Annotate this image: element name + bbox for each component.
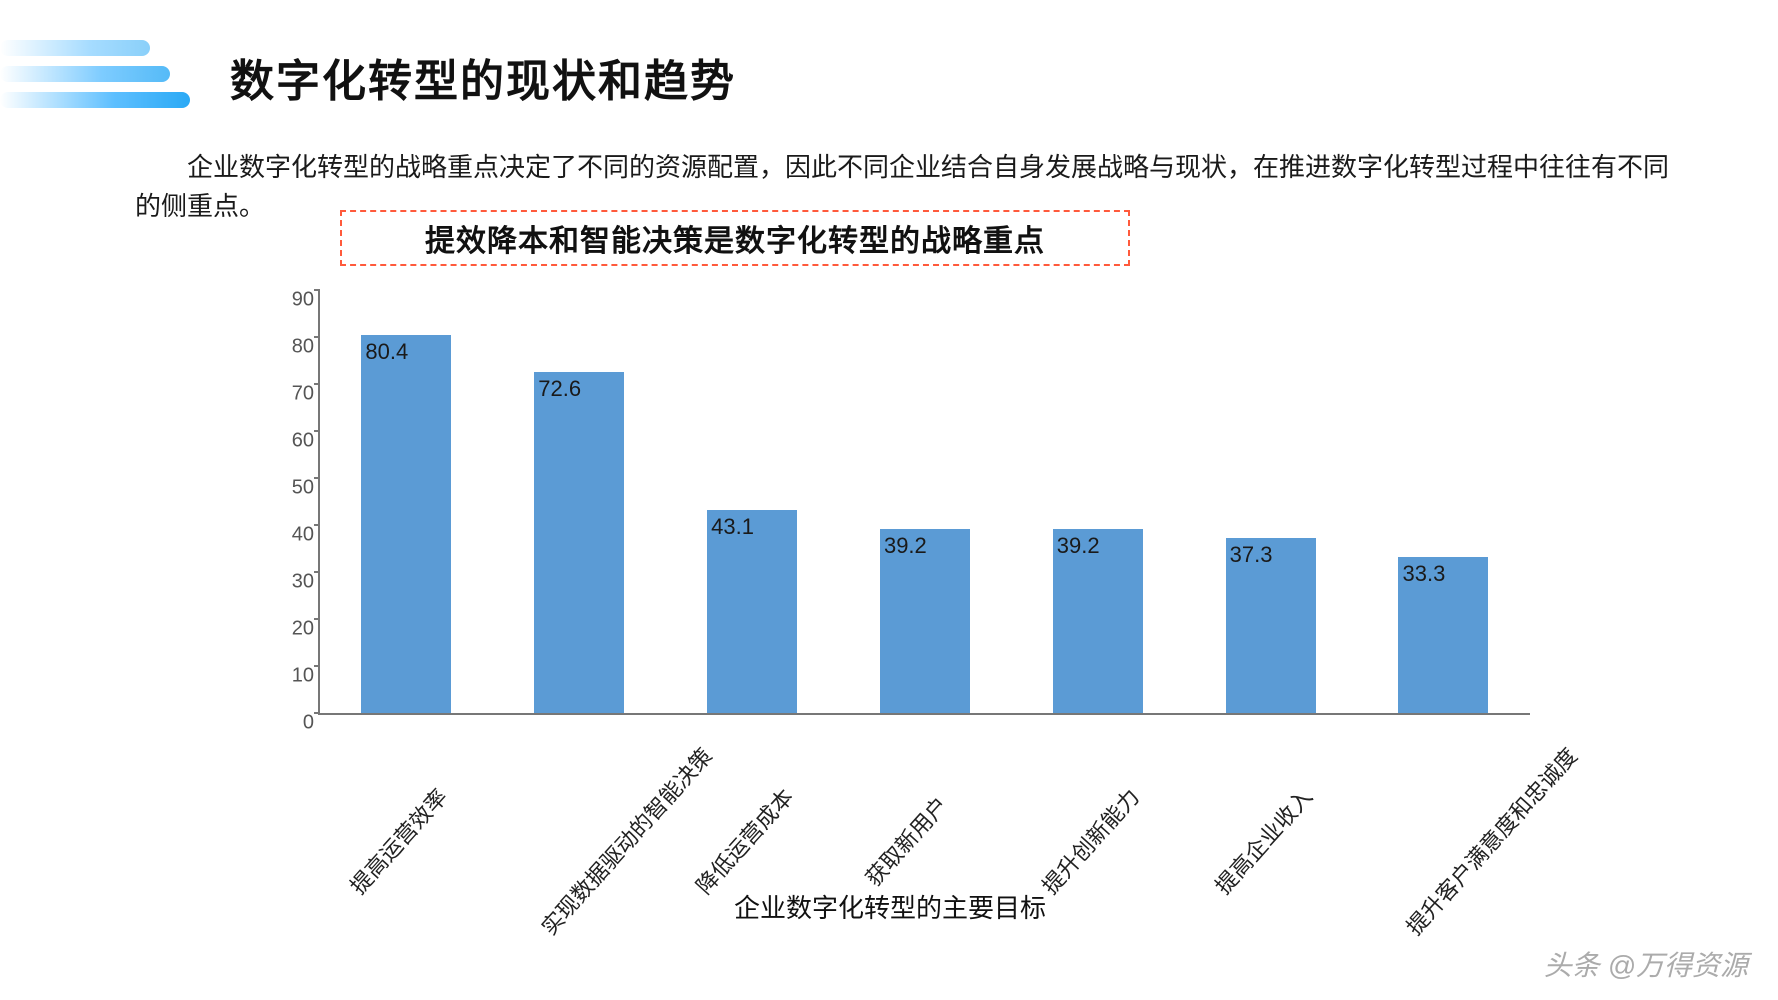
y-tick-mark bbox=[314, 618, 320, 620]
x-labels: 提高运营效率实现数据驱动的智能决策降低运营成本获取新用户提升创新能力提高企业收入… bbox=[318, 718, 1530, 915]
y-tick-mark bbox=[314, 524, 320, 526]
x-category-label: 实现数据驱动的智能决策 bbox=[533, 718, 623, 915]
deco-bar bbox=[0, 40, 150, 56]
bar-rect: 39.2 bbox=[880, 529, 970, 713]
y-tick-mark bbox=[314, 477, 320, 479]
bar: 39.2 bbox=[1053, 529, 1143, 713]
bars-container: 80.4 72.6 43.1 39.2 39.2 37.3 33.3 bbox=[320, 290, 1530, 713]
bar-rect: 37.3 bbox=[1226, 538, 1316, 713]
header-decoration bbox=[0, 40, 190, 118]
bar-rect: 39.2 bbox=[1053, 529, 1143, 713]
x-category-label: 提升客户满意度和忠诚度 bbox=[1398, 718, 1488, 915]
deco-bar bbox=[0, 92, 190, 108]
x-category-label: 获取新用户 bbox=[879, 718, 969, 915]
bar: 33.3 bbox=[1398, 557, 1488, 714]
x-category-label: 提高企业收入 bbox=[1225, 718, 1315, 915]
y-tick-mark bbox=[314, 665, 320, 667]
y-tick-mark bbox=[314, 289, 320, 291]
y-tick-label: 10 bbox=[270, 665, 314, 688]
bar-value-label: 72.6 bbox=[538, 376, 581, 402]
y-tick-label: 30 bbox=[270, 571, 314, 594]
y-tick-mark bbox=[314, 383, 320, 385]
bar-rect: 80.4 bbox=[361, 335, 451, 713]
y-tick-mark bbox=[314, 336, 320, 338]
bar-rect: 72.6 bbox=[534, 372, 624, 713]
bar: 72.6 bbox=[534, 372, 624, 713]
y-tick-label: 60 bbox=[270, 430, 314, 453]
bar-value-label: 39.2 bbox=[884, 533, 927, 559]
x-axis-title: 企业数字化转型的主要目标 bbox=[250, 888, 1530, 925]
bar-value-label: 80.4 bbox=[365, 339, 408, 365]
y-tick-label: 20 bbox=[270, 618, 314, 641]
y-tick-mark bbox=[314, 571, 320, 573]
y-tick-mark bbox=[314, 430, 320, 432]
bar: 43.1 bbox=[707, 510, 797, 713]
x-category-label: 降低运营成本 bbox=[706, 718, 796, 915]
y-tick-label: 80 bbox=[270, 336, 314, 359]
y-tick-label: 50 bbox=[270, 477, 314, 500]
bar: 80.4 bbox=[361, 335, 451, 713]
x-category-label: 提升创新能力 bbox=[1052, 718, 1142, 915]
y-tick-label: 0 bbox=[270, 712, 314, 735]
x-category-label: 提高运营效率 bbox=[360, 718, 450, 915]
bar-value-label: 43.1 bbox=[711, 514, 754, 540]
y-tick-label: 40 bbox=[270, 524, 314, 547]
callout-text: 提效降本和智能决策是数字化转型的战略重点 bbox=[425, 216, 1045, 260]
bar-rect: 43.1 bbox=[707, 510, 797, 713]
callout-box: 提效降本和智能决策是数字化转型的战略重点 bbox=[340, 210, 1130, 266]
bar: 37.3 bbox=[1226, 538, 1316, 713]
y-tick-mark bbox=[314, 712, 320, 714]
plot-area: 80.472.643.139.239.237.333.3 01020304050… bbox=[318, 290, 1530, 715]
watermark: 头条 @万得资源 bbox=[1544, 944, 1748, 984]
bar-rect: 33.3 bbox=[1398, 557, 1488, 714]
y-tick-label: 90 bbox=[270, 289, 314, 312]
bar-value-label: 33.3 bbox=[1402, 561, 1445, 587]
y-tick-label: 70 bbox=[270, 383, 314, 406]
deco-bar bbox=[0, 66, 170, 82]
bar-value-label: 37.3 bbox=[1230, 542, 1273, 568]
bar: 39.2 bbox=[880, 529, 970, 713]
bar-value-label: 39.2 bbox=[1057, 533, 1100, 559]
page-title: 数字化转型的现状和趋势 bbox=[230, 45, 736, 109]
bar-chart: 80.4 72.6 43.1 39.2 39.2 37.3 33.3 0 10 20 30 40 50… bbox=[250, 290, 1530, 915]
